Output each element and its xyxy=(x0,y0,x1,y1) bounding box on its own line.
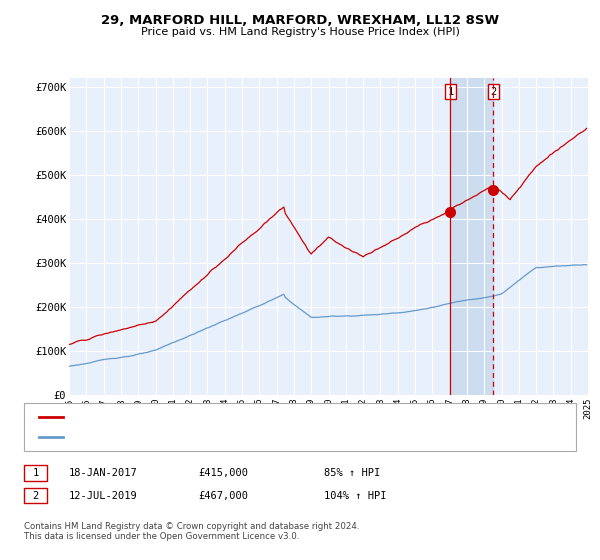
Bar xyxy=(451,78,493,395)
Text: 1: 1 xyxy=(32,468,38,478)
Text: £415,000: £415,000 xyxy=(198,468,248,478)
Text: 29, MARFORD HILL, MARFORD, WREXHAM, LL12 8SW: 29, MARFORD HILL, MARFORD, WREXHAM, LL12… xyxy=(101,14,499,27)
Text: 104% ↑ HPI: 104% ↑ HPI xyxy=(324,491,386,501)
Text: 29, MARFORD HILL, MARFORD, WREXHAM, LL12 8SW (detached house): 29, MARFORD HILL, MARFORD, WREXHAM, LL12… xyxy=(69,412,419,422)
Text: 85% ↑ HPI: 85% ↑ HPI xyxy=(324,468,380,478)
Text: Price paid vs. HM Land Registry's House Price Index (HPI): Price paid vs. HM Land Registry's House … xyxy=(140,27,460,37)
Text: 1: 1 xyxy=(448,87,454,96)
Text: Contains HM Land Registry data © Crown copyright and database right 2024.
This d: Contains HM Land Registry data © Crown c… xyxy=(24,522,359,542)
Text: 18-JAN-2017: 18-JAN-2017 xyxy=(69,468,138,478)
Text: HPI: Average price, detached house, Wrexham: HPI: Average price, detached house, Wrex… xyxy=(69,432,296,442)
Text: 2: 2 xyxy=(490,87,496,96)
Text: £467,000: £467,000 xyxy=(198,491,248,501)
Text: 12-JUL-2019: 12-JUL-2019 xyxy=(69,491,138,501)
Text: 2: 2 xyxy=(32,491,38,501)
